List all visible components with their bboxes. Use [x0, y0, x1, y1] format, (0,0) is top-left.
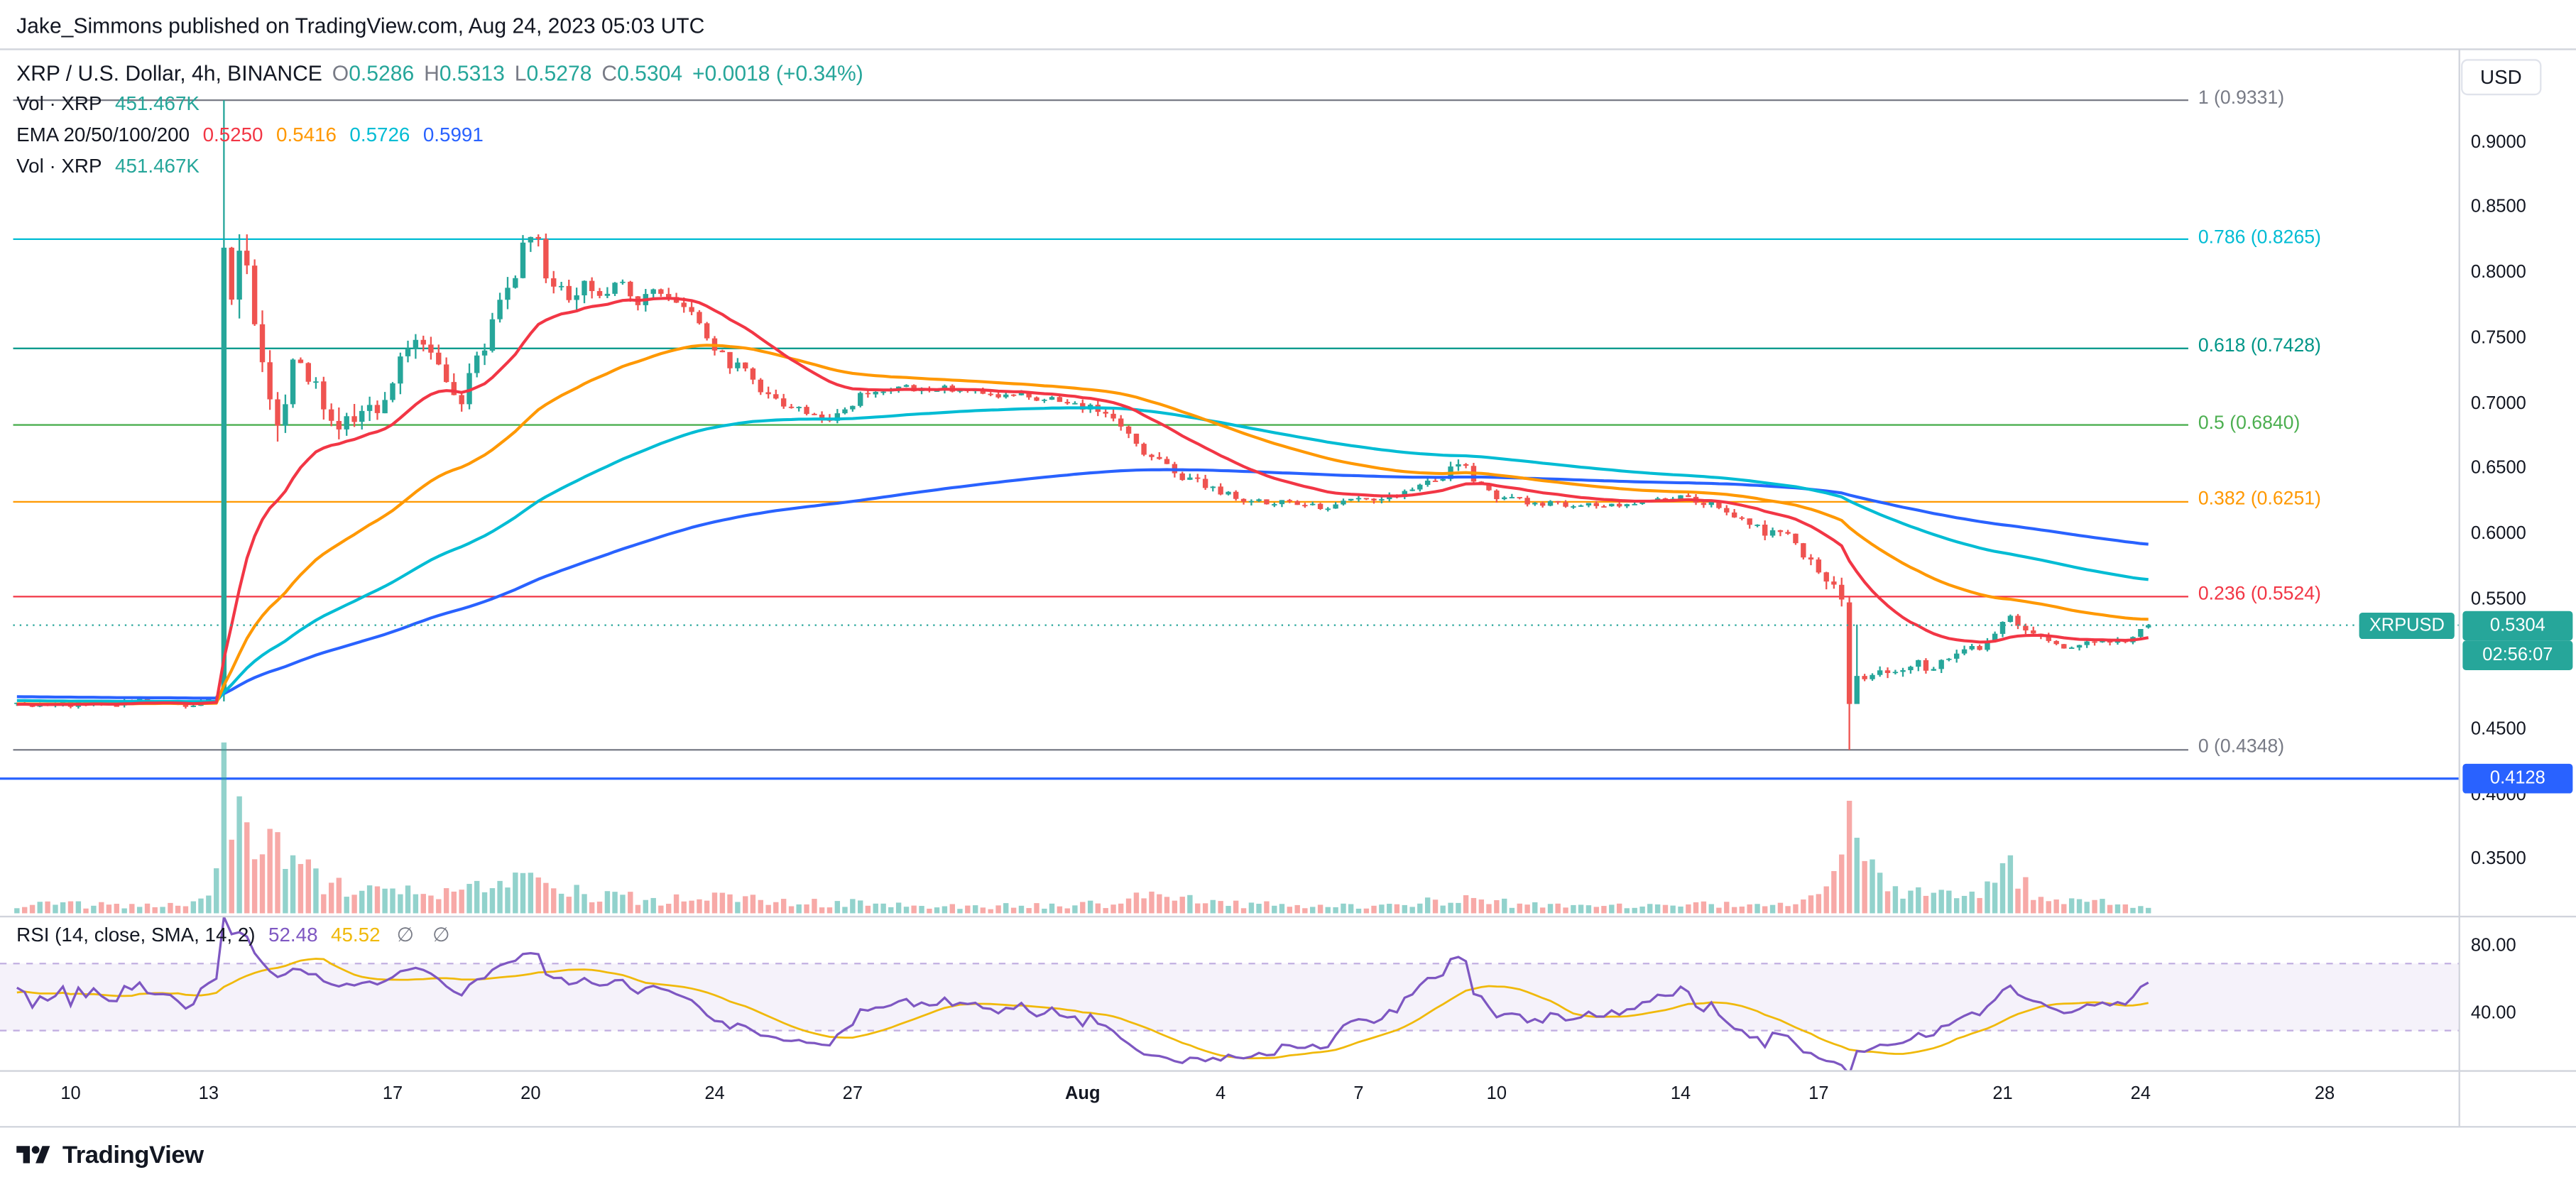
- time-axis-label: 17: [382, 1084, 403, 1104]
- last-price-badge: 0.5304: [2462, 610, 2573, 640]
- price-axis-label: 0.7000: [2470, 393, 2526, 413]
- tradingview-logo-icon: [16, 1146, 50, 1164]
- ema50-value: 0.5416: [276, 123, 337, 146]
- ema100-value: 0.5726: [349, 123, 410, 146]
- volume-legend-2[interactable]: Vol · XRP 451.467K: [16, 154, 200, 177]
- rsi-axis-label: 40.00: [2470, 1002, 2516, 1023]
- price-axis-label: 0.8000: [2470, 263, 2526, 283]
- time-axis-label: 21: [1992, 1084, 2013, 1104]
- close-value: C0.5304: [601, 60, 683, 86]
- price-axis-label: 0.9000: [2470, 132, 2526, 153]
- time-axis-label: 10: [1486, 1084, 1507, 1104]
- fib-level-label: 0.5 (0.6840): [2198, 413, 2301, 434]
- footer-brand-text: TradingView: [62, 1142, 204, 1170]
- publisher-line: Jake_Simmons published on TradingView.co…: [16, 13, 705, 38]
- fib-level-label: 0.618 (0.7428): [2198, 337, 2321, 357]
- price-axis-label: 0.5500: [2470, 589, 2526, 609]
- change-value: +0.0018 (+0.34%): [692, 60, 863, 86]
- high-value: H0.5313: [424, 60, 505, 86]
- time-axis-label: 24: [704, 1084, 725, 1104]
- volume-label: Vol · XRP: [16, 92, 102, 115]
- time-axis-label: 24: [2130, 1084, 2151, 1104]
- volume-label: Vol · XRP: [16, 154, 102, 177]
- time-axis-label: 20: [520, 1084, 541, 1104]
- volume-value: 451.467K: [115, 154, 200, 177]
- time-axis-label: 17: [1808, 1084, 1829, 1104]
- rsi-value: 52.48: [268, 923, 318, 946]
- open-value: O0.5286: [332, 60, 415, 86]
- time-axis-label: 4: [1216, 1084, 1226, 1104]
- ema-label: EMA 20/50/100/200: [16, 123, 190, 146]
- price-axis-label: 0.6000: [2470, 523, 2526, 544]
- tradingview-footer-link[interactable]: TradingView: [16, 1142, 204, 1169]
- time-axis-label: 14: [1670, 1084, 1691, 1104]
- symbol-legend[interactable]: XRP / U.S. Dollar, 4h, BINANCE O0.5286 H0.…: [16, 61, 863, 86]
- rsi-band-placeholders: ∅ ∅: [396, 923, 450, 946]
- ema-legend[interactable]: EMA 20/50/100/200 0.5250 0.5416 0.5726 0.599…: [16, 124, 484, 146]
- price-axis-label: 0.8500: [2470, 197, 2526, 218]
- rsi-label: RSI (14, close, SMA, 14, 2): [16, 923, 256, 946]
- price-axis-label: 0.4500: [2470, 719, 2526, 740]
- fib-level-label: 0 (0.4348): [2198, 738, 2285, 758]
- price-axis-label: 0.6500: [2470, 459, 2526, 478]
- volume-value: 451.467K: [115, 92, 200, 115]
- rsi-ma-value: 45.52: [331, 923, 381, 946]
- time-axis-label: 27: [842, 1084, 863, 1104]
- currency-toggle-button[interactable]: USD: [2460, 59, 2542, 96]
- rsi-axis-label: 80.00: [2470, 936, 2516, 956]
- time-axis-label: 10: [60, 1084, 81, 1104]
- time-scale[interactable]: [0, 1071, 2460, 1127]
- symbol-price-label-badge: XRPUSD: [2359, 612, 2455, 639]
- price-axis-label: 0.7500: [2470, 328, 2526, 349]
- symbol-title: XRP / U.S. Dollar, 4h, BINANCE: [16, 60, 322, 86]
- price-axis-label: 0.3500: [2470, 849, 2526, 870]
- time-axis-label: 13: [198, 1084, 219, 1104]
- ema200-value: 0.5991: [422, 123, 484, 146]
- fib-level-label: 1 (0.9331): [2198, 88, 2285, 109]
- ema20-value: 0.5250: [202, 123, 263, 146]
- low-value: L0.5278: [514, 60, 592, 86]
- fib-level-label: 0.236 (0.5524): [2198, 585, 2321, 605]
- bar-countdown-badge: 02:56:07: [2462, 640, 2573, 670]
- fib-level-label: 0.786 (0.8265): [2198, 227, 2321, 248]
- horizontal-line-price-badge: 0.4128: [2462, 763, 2573, 794]
- fib-level-label: 0.382 (0.6251): [2198, 490, 2321, 510]
- rsi-legend[interactable]: RSI (14, close, SMA, 14, 2) 52.48 45.52 ∅ ∅: [16, 923, 449, 946]
- volume-legend-1[interactable]: Vol · XRP 451.467K: [16, 92, 200, 115]
- time-axis-label: 7: [1353, 1084, 1364, 1104]
- time-axis-label: Aug: [1065, 1084, 1101, 1104]
- time-axis-label: 28: [2314, 1084, 2335, 1104]
